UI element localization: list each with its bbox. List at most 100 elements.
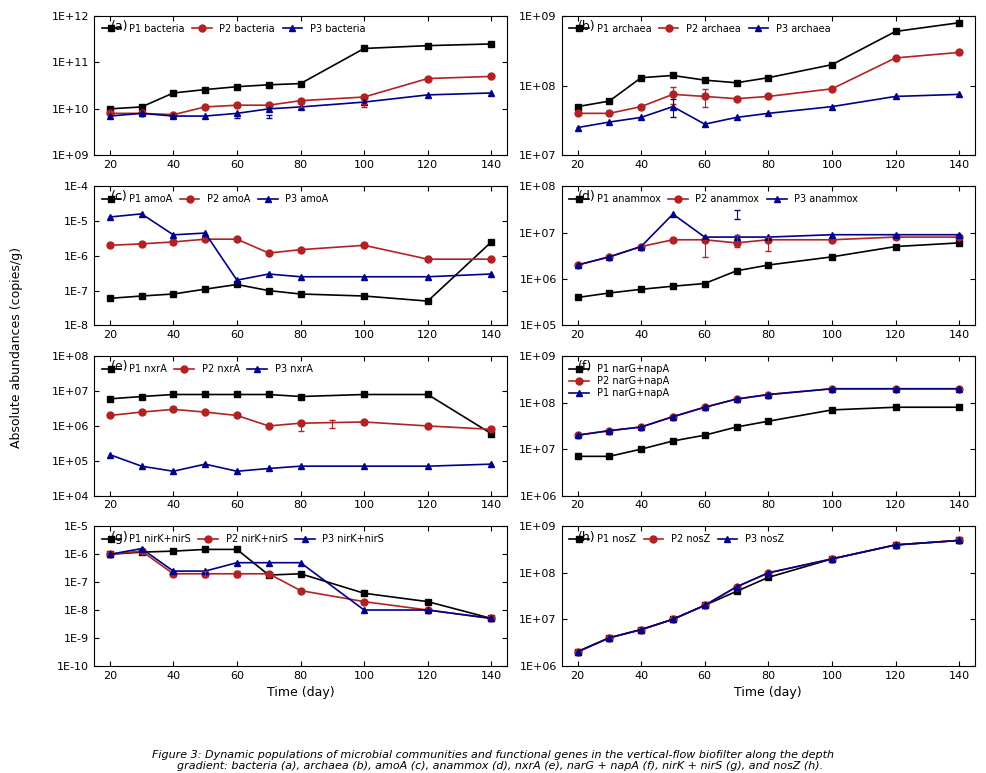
P2 nxrA bbox=[421, 421, 433, 431]
P2 anammox bbox=[635, 242, 647, 251]
P1 anammox bbox=[952, 238, 964, 247]
P2 bacteria bbox=[421, 74, 433, 83]
P3 nosZ bbox=[698, 601, 710, 610]
P3 narG+napA bbox=[888, 384, 900, 393]
P3 bacteria bbox=[262, 104, 274, 114]
P2 nirK+nirS bbox=[262, 569, 274, 578]
P1 amoA bbox=[231, 280, 243, 289]
P1 amoA bbox=[485, 237, 497, 247]
Line: P2 nxrA: P2 nxrA bbox=[106, 406, 494, 433]
P2 nirK+nirS bbox=[168, 569, 179, 578]
P3 nxrA bbox=[294, 461, 306, 471]
P1 nosZ bbox=[698, 601, 710, 610]
Text: (g): (g) bbox=[110, 530, 128, 543]
P2 amoA bbox=[168, 237, 179, 247]
P1 amoA bbox=[262, 286, 274, 295]
P3 amoA bbox=[135, 209, 147, 219]
P2 narG+napA bbox=[635, 422, 647, 431]
P3 nxrA bbox=[104, 450, 115, 459]
Line: P2 amoA: P2 amoA bbox=[106, 236, 494, 263]
P1 nirK+nirS bbox=[485, 614, 497, 623]
P1 amoA bbox=[135, 291, 147, 301]
Legend: P1 anammox, P2 anammox, P3 anammox: P1 anammox, P2 anammox, P3 anammox bbox=[566, 191, 861, 207]
P3 archaea bbox=[730, 113, 741, 122]
P1 anammox bbox=[667, 281, 678, 291]
P1 nxrA bbox=[104, 394, 115, 404]
P1 bacteria bbox=[135, 102, 147, 111]
P1 archaea bbox=[761, 73, 773, 83]
P3 bacteria bbox=[199, 111, 211, 121]
P2 amoA bbox=[104, 240, 115, 250]
Line: P3 narG+napA: P3 narG+napA bbox=[574, 385, 961, 438]
Legend: P1 nirK+nirS, P2 nirK+nirS, P3 nirK+nirS: P1 nirK+nirS, P2 nirK+nirS, P3 nirK+nirS bbox=[99, 531, 387, 547]
P2 bacteria bbox=[199, 102, 211, 111]
P2 archaea bbox=[730, 94, 741, 104]
P1 bacteria bbox=[262, 80, 274, 90]
P3 anammox bbox=[888, 230, 900, 240]
P3 nosZ bbox=[888, 540, 900, 550]
P3 narG+napA bbox=[698, 403, 710, 412]
Text: (e): (e) bbox=[110, 360, 128, 373]
P3 archaea bbox=[635, 113, 647, 122]
P1 archaea bbox=[698, 76, 710, 85]
P3 nirK+nirS bbox=[104, 550, 115, 559]
P3 nirK+nirS bbox=[135, 544, 147, 553]
P3 archaea bbox=[888, 92, 900, 101]
Text: (f): (f) bbox=[578, 360, 592, 373]
P2 narG+napA bbox=[571, 431, 583, 440]
Line: P2 anammox: P2 anammox bbox=[574, 233, 961, 268]
P3 anammox bbox=[761, 233, 773, 242]
P1 nosZ bbox=[888, 540, 900, 550]
P3 bacteria bbox=[231, 109, 243, 118]
P1 narG+napA bbox=[602, 451, 614, 461]
P3 bacteria bbox=[135, 109, 147, 118]
P2 nirK+nirS bbox=[421, 605, 433, 615]
P1 bacteria bbox=[231, 82, 243, 91]
X-axis label: Time (day): Time (day) bbox=[266, 686, 334, 699]
Text: Figure 3: Dynamic populations of microbial communities and functional genes in t: Figure 3: Dynamic populations of microbi… bbox=[153, 750, 833, 771]
P2 archaea bbox=[761, 92, 773, 101]
P2 amoA bbox=[358, 240, 370, 250]
P3 narG+napA bbox=[602, 426, 614, 435]
P3 nxrA bbox=[262, 464, 274, 473]
P1 bacteria bbox=[199, 85, 211, 94]
P2 nxrA bbox=[358, 417, 370, 427]
P3 archaea bbox=[952, 90, 964, 99]
P2 nxrA bbox=[485, 424, 497, 434]
P3 nirK+nirS bbox=[262, 558, 274, 567]
P3 nxrA bbox=[199, 459, 211, 468]
P3 nosZ bbox=[761, 568, 773, 577]
P3 bacteria bbox=[485, 88, 497, 97]
P2 nosZ bbox=[761, 568, 773, 577]
P2 nirK+nirS bbox=[199, 569, 211, 578]
P2 nirK+nirS bbox=[231, 569, 243, 578]
P3 nxrA bbox=[168, 467, 179, 476]
P1 anammox bbox=[698, 279, 710, 288]
P2 narG+napA bbox=[888, 384, 900, 393]
P2 archaea bbox=[602, 109, 614, 118]
P2 narG+napA bbox=[698, 403, 710, 412]
P3 nxrA bbox=[485, 459, 497, 468]
P3 amoA bbox=[168, 230, 179, 240]
P3 anammox bbox=[667, 209, 678, 219]
Text: (b): (b) bbox=[578, 20, 596, 33]
P2 amoA bbox=[421, 254, 433, 264]
Text: (c): (c) bbox=[110, 190, 127, 203]
P3 nosZ bbox=[952, 536, 964, 545]
P1 narG+napA bbox=[952, 403, 964, 412]
Line: P1 narG+napA: P1 narG+napA bbox=[574, 404, 961, 460]
P1 anammox bbox=[730, 266, 741, 275]
P3 bacteria bbox=[104, 111, 115, 121]
P3 anammox bbox=[602, 252, 614, 261]
P2 anammox bbox=[602, 252, 614, 261]
P2 nirK+nirS bbox=[104, 550, 115, 559]
Legend: P1 nosZ, P2 nosZ, P3 nosZ: P1 nosZ, P2 nosZ, P3 nosZ bbox=[566, 531, 786, 547]
P1 nxrA bbox=[199, 390, 211, 399]
P3 bacteria bbox=[421, 90, 433, 100]
P1 nirK+nirS bbox=[199, 545, 211, 554]
P1 amoA bbox=[294, 289, 306, 298]
P3 amoA bbox=[358, 272, 370, 281]
P3 anammox bbox=[730, 233, 741, 242]
P2 archaea bbox=[888, 53, 900, 63]
Legend: P1 archaea, P2 archaea, P3 archaea: P1 archaea, P2 archaea, P3 archaea bbox=[566, 21, 832, 36]
